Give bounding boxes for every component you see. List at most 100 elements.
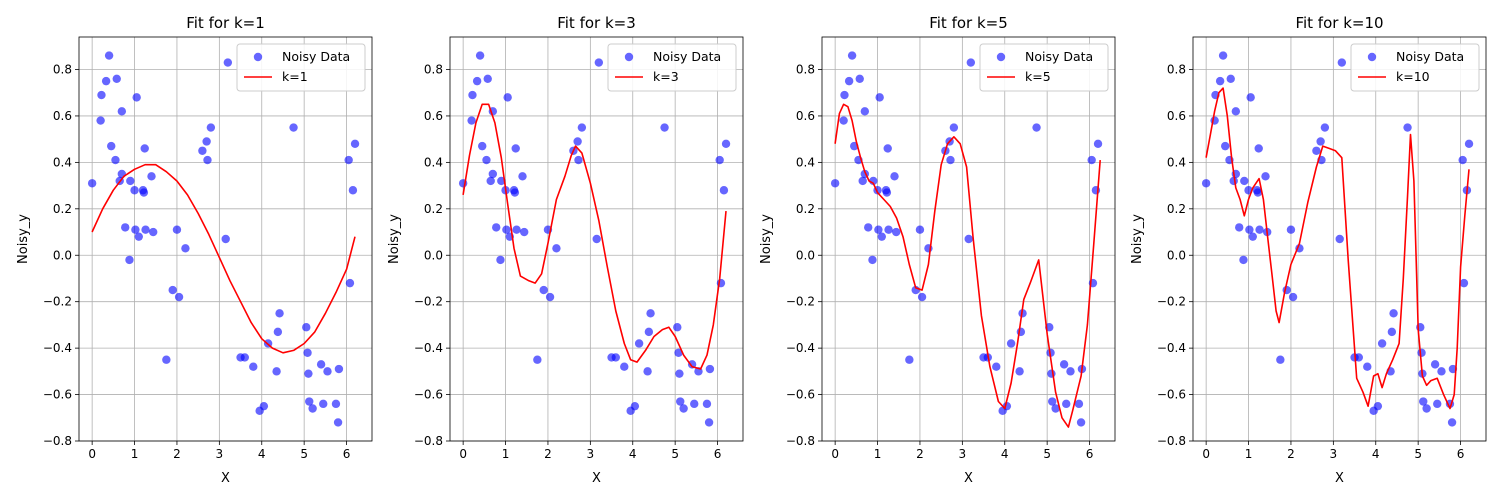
legend: Noisy Data k=3 [607, 43, 737, 92]
data-point [946, 155, 955, 165]
x-axis-label: X [592, 471, 601, 486]
x-tick-label: 4 [1372, 447, 1380, 461]
x-tick-label: 5 [1043, 447, 1051, 461]
data-point [1062, 399, 1071, 409]
x-tick-label: 0 [88, 447, 96, 461]
data-point [1201, 179, 1211, 188]
x-tick-label: 2 [544, 447, 552, 461]
data-point [1464, 139, 1474, 149]
y-tick-label: 0.4 [796, 155, 815, 169]
data-point [552, 244, 561, 253]
data-point [839, 116, 848, 125]
ticks: 0 1 2 3 4 5 6 −0.8 −0.6 −0.4 −0.2 0.0 0.2 0.4 0.6 0.8 [1157, 63, 1465, 461]
data-point [592, 234, 601, 244]
data-point [1335, 234, 1344, 244]
data-point [1221, 141, 1230, 151]
data-point [1240, 176, 1249, 186]
data-point [1226, 74, 1235, 83]
data-point [620, 362, 629, 371]
y-axis-label: Noisy_y [387, 214, 402, 264]
data-point [577, 123, 587, 132]
data-point [917, 292, 927, 302]
chart-title: Fit for k=5 [929, 14, 1008, 32]
legend: Noisy Data k=5 [979, 43, 1109, 92]
data-point [1419, 397, 1428, 406]
data-point [905, 355, 914, 364]
data-point [1074, 399, 1084, 409]
legend-marker-scatter [1367, 52, 1377, 62]
x-tick-label: 4 [629, 447, 637, 461]
legend-box [607, 43, 737, 92]
data-point [1245, 225, 1254, 234]
data-point [275, 309, 284, 318]
data-point [1047, 369, 1056, 378]
data-point [149, 227, 158, 237]
grid [79, 37, 372, 442]
data-point [520, 227, 529, 237]
data-point [882, 188, 892, 197]
data-point [646, 309, 655, 318]
y-tick-label: 0.0 [1167, 248, 1186, 262]
legend-marker-scatter [624, 52, 634, 62]
data-point [874, 225, 883, 234]
data-point [249, 362, 258, 371]
data-point [704, 418, 714, 427]
legend: Noisy Data k=10 [1350, 43, 1480, 92]
x-tick-label: 6 [343, 447, 351, 461]
x-tick-label: 4 [1001, 447, 1009, 461]
data-point [111, 155, 120, 165]
y-tick-label: 0.2 [796, 202, 815, 216]
x-tick-label: 0 [459, 447, 467, 461]
y-tick-label: 0.8 [53, 63, 72, 77]
x-tick-label: 1 [502, 447, 510, 461]
x-tick-label: 2 [916, 447, 924, 461]
data-point [502, 225, 511, 234]
y-tick-label: 0.6 [53, 109, 72, 123]
y-tick-label: −0.8 [43, 434, 72, 448]
x-tick-label: 6 [1457, 447, 1465, 461]
data-point [1235, 223, 1244, 232]
y-tick-label: 0.0 [424, 248, 443, 262]
data-point [539, 285, 548, 295]
data-point [272, 367, 281, 376]
legend-label-fit: k=1 [282, 69, 308, 84]
ticks: 0 1 2 3 4 5 6 −0.8 −0.6 −0.4 −0.2 0.0 0.2 0.4 0.6 0.8 [786, 63, 1094, 461]
subplot-1: 0 1 2 3 4 5 6 −0.8 −0.6 −0.4 −0.2 0.0 0.2 0.4 0.6 0.8 F… [16, 14, 373, 486]
y-tick-label: −0.2 [1157, 295, 1186, 309]
data-point [573, 137, 582, 146]
scatter-series [458, 51, 731, 427]
fit-line [1205, 87, 1470, 410]
data-point [472, 76, 482, 86]
data-point [345, 278, 355, 288]
data-point [1430, 360, 1440, 369]
data-point [1255, 225, 1264, 234]
data-point [323, 367, 332, 376]
data-point [206, 123, 216, 132]
data-point [304, 369, 313, 378]
x-tick-label: 6 [1086, 447, 1094, 461]
data-point [488, 169, 498, 179]
data-point [468, 90, 477, 100]
ticks: 0 1 2 3 4 5 6 −0.8 −0.6 −0.4 −0.2 0.0 0.2 0.4 0.6 0.8 [414, 63, 722, 461]
data-point [168, 285, 177, 295]
data-point [333, 418, 343, 427]
y-tick-label: 0.4 [53, 155, 72, 169]
y-tick-label: 0.2 [1167, 202, 1186, 216]
x-tick-label: 3 [1330, 447, 1338, 461]
data-point [319, 399, 328, 409]
data-point [202, 137, 211, 146]
data-point [107, 141, 116, 151]
data-point [140, 144, 149, 153]
legend-label-scatter: Noisy Data [1396, 49, 1464, 64]
legend-label-scatter: Noisy Data [282, 49, 350, 64]
data-point [545, 292, 555, 302]
legend-marker-scatter [253, 52, 263, 62]
y-tick-label: −0.6 [43, 388, 72, 402]
data-point [715, 155, 724, 165]
legend-label-scatter: Noisy Data [653, 49, 721, 64]
data-point [574, 155, 583, 165]
data-point [719, 186, 729, 195]
data-point [305, 397, 314, 406]
data-point [1433, 399, 1442, 409]
x-tick-label: 2 [1287, 447, 1295, 461]
